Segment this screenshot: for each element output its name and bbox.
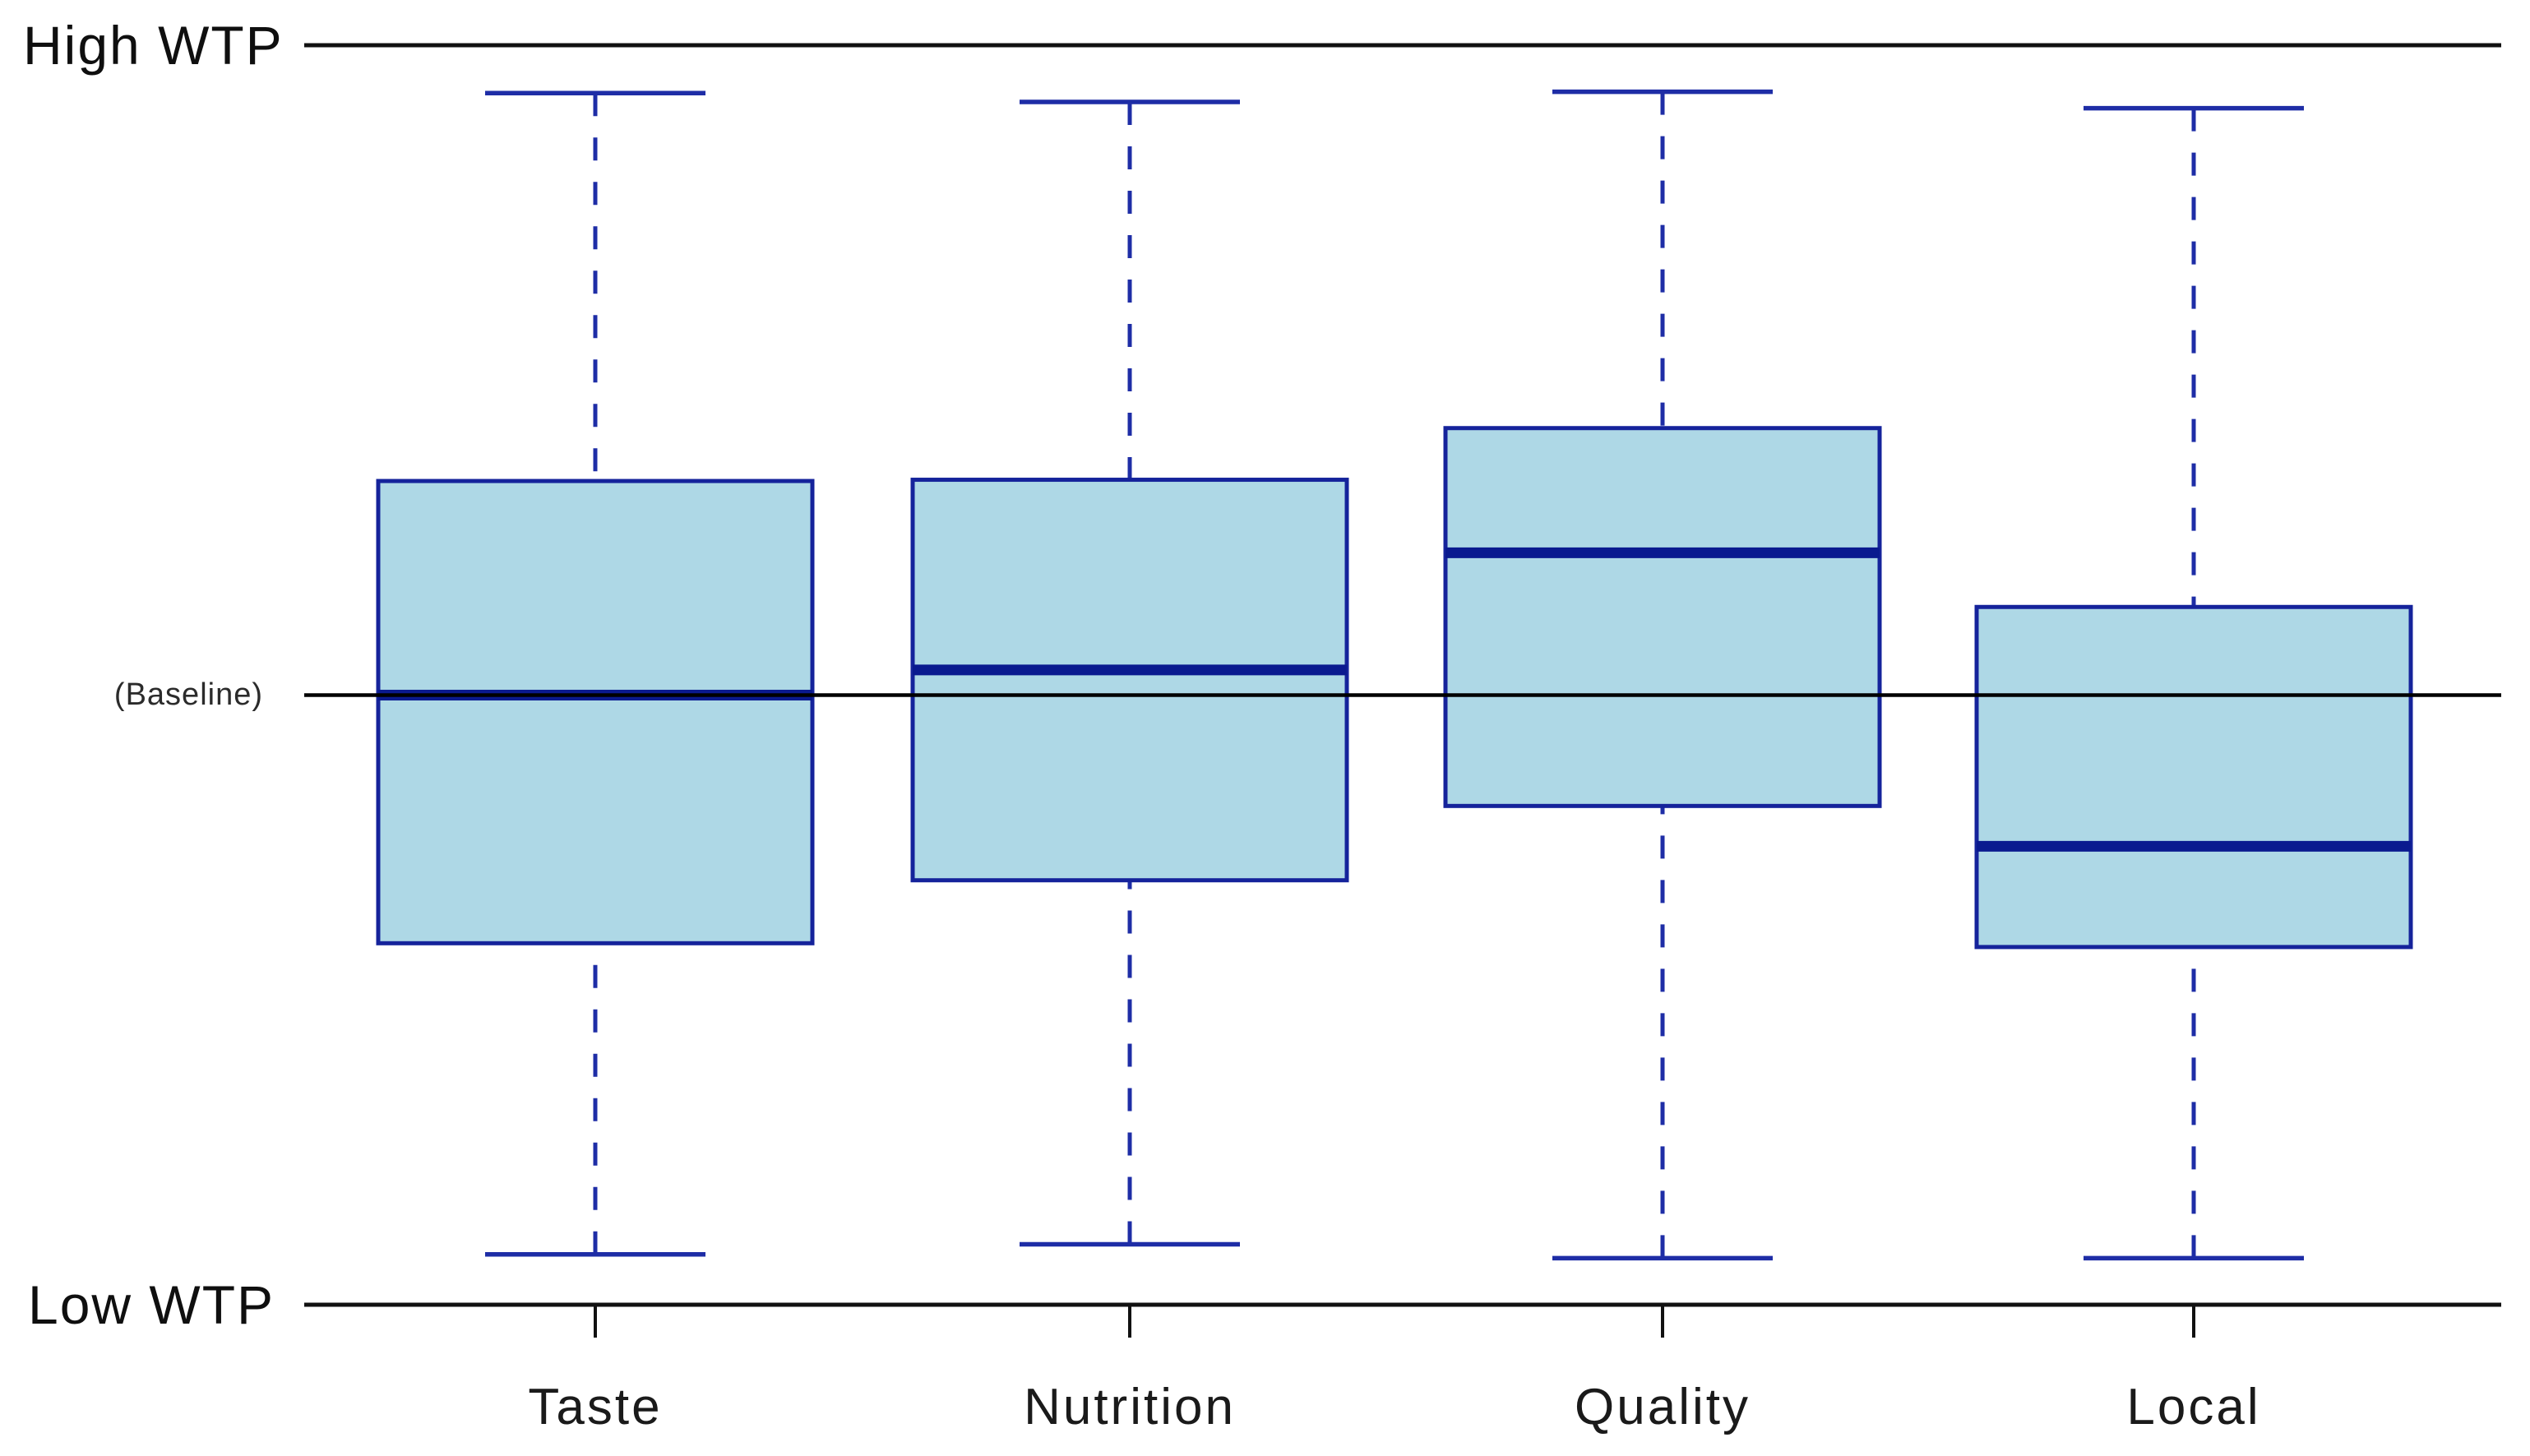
iqr-box-quality [1443, 426, 1882, 808]
y-axis-label-high-wtp: High WTP [23, 15, 284, 76]
iqr-box-nutrition [910, 478, 1349, 883]
baseline-label: (Baseline) [113, 677, 263, 712]
iqr-box-taste [376, 478, 815, 945]
y-axis-label-low-wtp: Low WTP [28, 1274, 275, 1335]
x-axis-label-local: Local [2126, 1379, 2261, 1435]
x-axis-label-quality: Quality [1575, 1379, 1751, 1435]
x-axis-label-nutrition: Nutrition [1024, 1379, 1236, 1435]
iqr-box-local [1974, 604, 2413, 950]
x-axis-label-taste: Taste [528, 1379, 663, 1435]
